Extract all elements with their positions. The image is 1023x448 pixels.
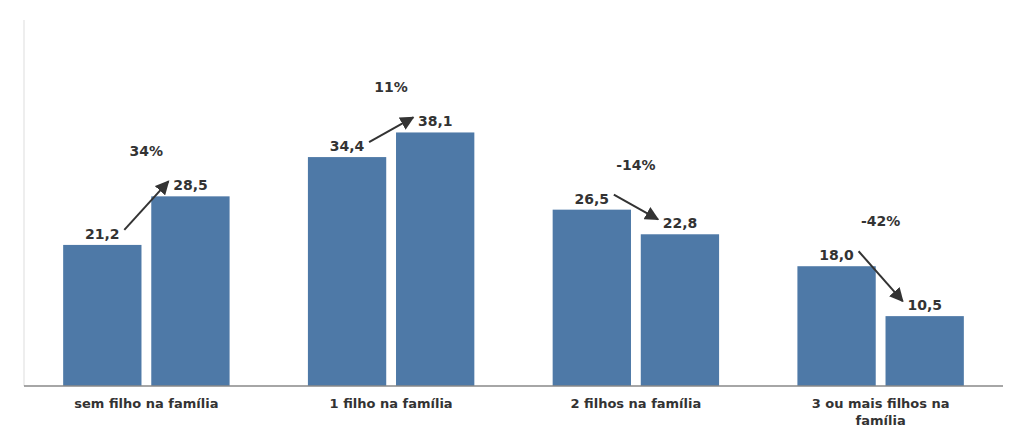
data-label: 28,5	[173, 177, 208, 193]
change-arrow	[859, 251, 903, 301]
bar	[641, 234, 719, 386]
x-tick-label-line: sem filho na família	[74, 396, 218, 411]
bar	[886, 316, 964, 386]
x-tick-label-line: 3 ou mais filhos na	[812, 396, 950, 411]
bar	[308, 157, 386, 386]
change-arrow	[124, 181, 168, 230]
x-tick-label-line: 1 filho na família	[330, 396, 453, 411]
x-axis-line	[24, 385, 1003, 387]
x-tick-label: 2 filhos na família	[570, 396, 701, 411]
bar	[63, 245, 141, 386]
data-label: 26,5	[575, 191, 610, 207]
x-tick-label: 3 ou mais filhos na família	[812, 396, 950, 428]
data-label: 21,2	[85, 226, 120, 242]
bar	[396, 132, 474, 386]
data-label: 18,0	[819, 247, 854, 263]
bar	[553, 210, 631, 386]
x-tick-label-line: família	[856, 413, 906, 428]
data-label: 34,4	[330, 138, 365, 154]
change-arrow	[614, 195, 658, 220]
x-tick-label-line: 2 filhos na família	[570, 396, 701, 411]
bar	[797, 266, 875, 386]
bars	[63, 132, 964, 386]
change-label: -14%	[616, 157, 655, 173]
x-tick-label: sem filho na família	[74, 396, 218, 411]
x-tick-label: 1 filho na família	[330, 396, 453, 411]
change-label: -42%	[861, 213, 900, 229]
change-arrow	[369, 117, 413, 142]
data-label: 22,8	[663, 215, 698, 231]
bar	[151, 196, 229, 386]
change-label: 34%	[130, 143, 164, 159]
chart-container: 21,2 34,4 26,5 18,0 28,5 38,1 22,8 10,5 34% 11% -1…	[0, 0, 1023, 448]
chart: 21,2 34,4 26,5 18,0 28,5 38,1 22,8 10,5 34% 11% -1…	[0, 0, 1023, 448]
data-label: 38,1	[418, 113, 453, 129]
y-axis-line	[24, 20, 25, 386]
data-label: 10,5	[907, 297, 942, 313]
change-label: 11%	[374, 79, 408, 95]
